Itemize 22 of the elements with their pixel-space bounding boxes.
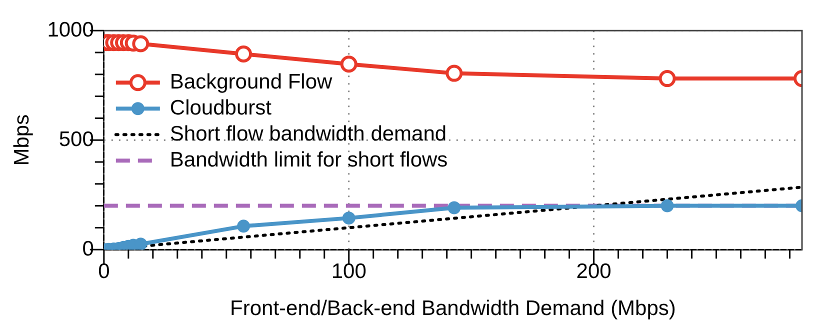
y-tick-label: 1000 — [47, 18, 94, 42]
legend-label: Bandwidth limit for short flows — [170, 148, 448, 172]
x-tick-label: 200 — [576, 260, 612, 283]
point — [342, 212, 356, 225]
x-axis-title: Front-end/Back-end Bandwidth Demand (Mbps) — [230, 297, 676, 320]
point — [660, 199, 674, 212]
point — [448, 201, 461, 214]
y-tick-label: 500 — [58, 128, 94, 151]
legend-label: Background Flow — [170, 70, 333, 94]
point — [132, 35, 150, 52]
x-tick-label: 0 — [98, 260, 110, 283]
legend-label: Short flow bandwidth demand — [170, 122, 447, 146]
y-axis-title: Mbps — [10, 114, 34, 166]
point — [235, 46, 252, 63]
point — [658, 70, 676, 88]
legend-label: Cloudburst — [170, 96, 272, 120]
point — [134, 238, 148, 250]
point — [446, 64, 463, 82]
x-tick-label: 100 — [331, 260, 366, 283]
point — [340, 56, 358, 73]
y-tick-label: 0 — [82, 237, 94, 260]
point — [237, 220, 250, 233]
